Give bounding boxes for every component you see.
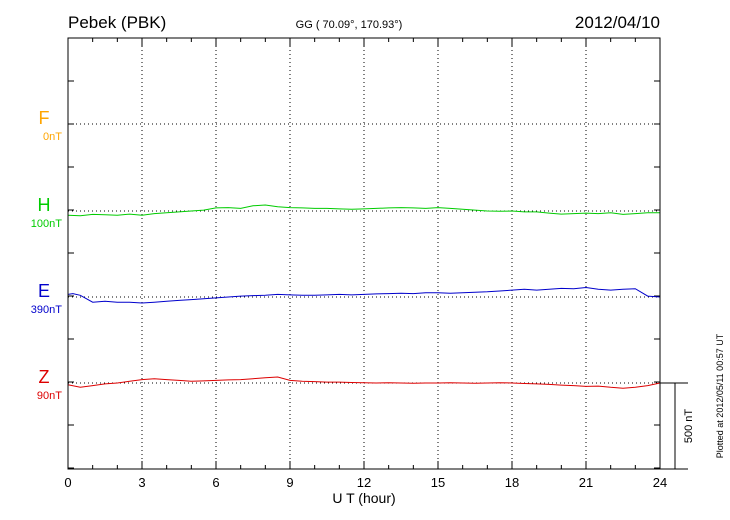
x-tick-label: 6	[212, 475, 219, 490]
x-tick-label: 24	[653, 475, 667, 490]
series-line-z	[67, 376, 661, 389]
series-labels: F 0nT H 100nT E 390nT Z 90nT	[31, 108, 62, 402]
x-tick-labels: 0 3 6 9 12 15 18 21 24	[64, 475, 667, 490]
series-line-h	[67, 204, 660, 217]
x-tick-label: 18	[505, 475, 519, 490]
series-name-z: Z	[39, 367, 50, 387]
x-axis-label: U T (hour)	[332, 490, 395, 506]
x-tick-label: 9	[286, 475, 293, 490]
series-name-h: H	[38, 195, 51, 215]
series-name-f: F	[39, 108, 50, 128]
series-line-e	[67, 286, 661, 304]
date-label: 2012/04/10	[575, 13, 660, 32]
coordinates-label: GG ( 70.09°, 170.93°)	[296, 19, 403, 31]
series-group	[67, 204, 661, 389]
station-title: Pebek (PBK)	[68, 13, 166, 32]
x-tick-label: 12	[357, 475, 371, 490]
series-name-e: E	[38, 281, 50, 301]
x-tick-label: 3	[138, 475, 145, 490]
plot-frame	[67, 37, 661, 470]
series-baseline-h: 100nT	[31, 218, 62, 230]
plotted-at-label: Plotted at 2012/05/11 00:57 UT	[715, 333, 725, 458]
x-tick-label: 21	[579, 475, 593, 490]
series-baseline-f: 0nT	[43, 131, 62, 143]
grid-lines	[68, 38, 660, 469]
series-baseline-e: 390nT	[31, 304, 62, 316]
scale-bar: 500 nT	[660, 382, 695, 470]
x-tick-label: 0	[64, 475, 71, 490]
x-tick-label: 15	[431, 475, 445, 490]
scale-bar-label: 500 nT	[683, 409, 695, 444]
series-baseline-z: 90nT	[37, 390, 62, 402]
